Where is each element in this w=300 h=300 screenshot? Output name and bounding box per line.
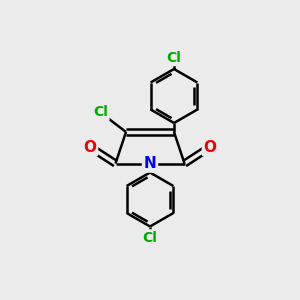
Text: O: O bbox=[203, 140, 217, 154]
Text: O: O bbox=[83, 140, 97, 154]
Text: Cl: Cl bbox=[93, 106, 108, 119]
Text: Cl: Cl bbox=[167, 51, 182, 64]
Text: N: N bbox=[144, 156, 156, 171]
Text: Cl: Cl bbox=[142, 231, 158, 245]
